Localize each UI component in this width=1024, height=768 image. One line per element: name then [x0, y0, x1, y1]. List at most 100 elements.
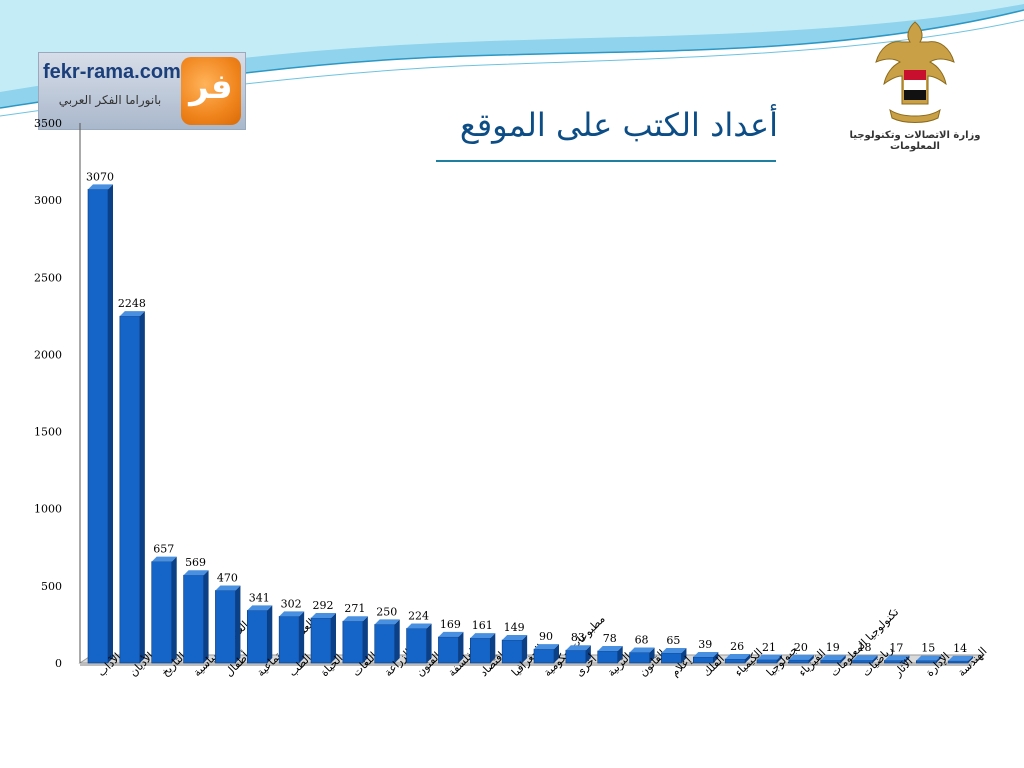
bar-side [777, 654, 782, 663]
y-tick-label: 1000 [34, 503, 62, 516]
bar-value-label: 18 [858, 641, 872, 654]
bar-top [725, 653, 751, 659]
bar-top [374, 619, 400, 625]
egypt-eagle-emblem-icon [875, 21, 955, 123]
ministry-name: وزارة الاتصالات وتكنولوجيا المعلومات [849, 130, 981, 152]
bar-value-label: 271 [344, 602, 365, 615]
bar-value-label: 78 [603, 632, 617, 645]
bar-side [490, 633, 496, 663]
bar-value-label: 302 [281, 597, 302, 610]
bar-top [247, 605, 273, 611]
bar-side [458, 631, 464, 663]
y-tick-label: 3000 [34, 194, 62, 207]
bar-side [713, 651, 719, 663]
site-logo-domain: fekr-rama.com [43, 61, 181, 83]
bar-top [151, 556, 177, 562]
bar [406, 628, 427, 664]
bar-side [426, 623, 432, 663]
site-logo-emblem-icon: فر [181, 57, 241, 125]
bar [87, 189, 109, 664]
bar-value-label: 39 [698, 638, 712, 651]
bar [278, 616, 300, 664]
y-tick-label: 1500 [34, 426, 62, 439]
y-tick-label: 0 [55, 657, 62, 670]
y-tick-label: 500 [41, 580, 62, 593]
bar-value-label: 17 [889, 641, 903, 654]
title-underline [436, 160, 776, 162]
bar-top [661, 647, 687, 653]
bar [151, 561, 173, 664]
bar-side [936, 655, 942, 663]
bar [215, 590, 236, 664]
bar-top [565, 645, 591, 651]
bar-value-label: 14 [953, 642, 967, 655]
bar-side [681, 647, 687, 663]
bar-value-label: 19 [826, 641, 840, 654]
bar-value-label: 2248 [118, 297, 146, 310]
bar-side [522, 635, 528, 663]
bar-top [757, 654, 782, 660]
bar [310, 617, 332, 664]
bar [183, 574, 204, 664]
bar-top [183, 570, 209, 576]
bar-value-label: 341 [249, 591, 270, 604]
bar-side [808, 654, 814, 663]
bar-top [406, 623, 432, 629]
bar-top [788, 654, 814, 660]
bar-value-label: 90 [539, 630, 553, 643]
bar [119, 315, 141, 664]
bar-top [916, 655, 942, 661]
bar-value-label: 83 [571, 631, 585, 644]
bar-side [968, 655, 974, 663]
bar-top [820, 655, 846, 661]
y-tick-label: 2000 [34, 348, 62, 361]
bar [374, 624, 396, 664]
bar-side [904, 655, 910, 663]
bar-top [597, 645, 623, 651]
bar-top [948, 655, 974, 661]
chart-floor-edge [80, 663, 972, 666]
site-logo: fekr-rama.com بانوراما الفكر العربي فر [38, 52, 246, 130]
bar-side [585, 645, 591, 663]
bar-side [840, 655, 846, 663]
bar-side [745, 653, 751, 663]
bar-side [267, 605, 273, 663]
bar-value-label: 20 [794, 641, 808, 654]
bar [342, 620, 364, 664]
bar-value-label: 569 [185, 556, 206, 569]
bar-top [693, 651, 719, 657]
bar-top [342, 616, 368, 622]
bar-top [311, 612, 336, 618]
bar-side [203, 570, 209, 663]
bar-value-label: 149 [504, 621, 525, 634]
y-tick-label: 3500 [34, 117, 62, 130]
y-tick-label: 2500 [34, 271, 62, 284]
bar-value-label: 292 [313, 599, 334, 612]
bar-top [502, 635, 528, 641]
bar-side [139, 311, 145, 663]
bar-value-label: 21 [762, 641, 776, 654]
bar-side [171, 556, 177, 663]
bar-value-label: 224 [408, 609, 429, 622]
bar-top [88, 184, 113, 190]
bar-value-label: 68 [635, 634, 649, 647]
page-title: أعداد الكتب على الموقع [459, 106, 778, 144]
site-logo-tagline: بانوراما الفكر العربي [58, 93, 162, 107]
bar-side [235, 585, 241, 663]
bar-value-label: 657 [153, 543, 174, 556]
bar-side [108, 184, 113, 664]
bar-value-label: 15 [921, 642, 935, 655]
bar-side [554, 644, 559, 663]
bar-side [649, 647, 655, 663]
bar-side [394, 619, 400, 663]
bar-side [299, 611, 305, 663]
bar-side [331, 612, 336, 663]
bar-top [629, 647, 655, 653]
bar-top [884, 655, 910, 661]
bar-value-label: 169 [440, 618, 461, 631]
site-logo-emblem-glyph: فر [189, 67, 233, 107]
bar-top [215, 585, 241, 591]
bar-top [279, 611, 305, 617]
bar-value-label: 3070 [86, 170, 114, 183]
